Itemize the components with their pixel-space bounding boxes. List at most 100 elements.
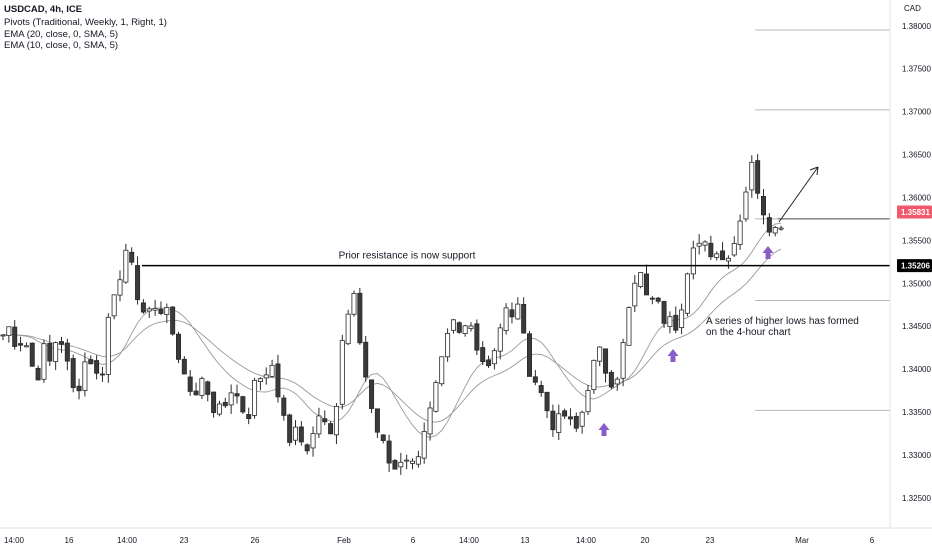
candle-body	[743, 191, 749, 220]
candle	[714, 251, 720, 261]
candle-body	[117, 279, 123, 296]
candle	[246, 407, 252, 425]
candle	[146, 306, 152, 318]
candle	[632, 274, 638, 313]
candle	[369, 379, 375, 414]
candle-body	[105, 316, 111, 375]
candles-layer	[0, 154, 784, 475]
candle	[257, 377, 263, 391]
candle	[509, 302, 515, 324]
candle	[573, 412, 579, 432]
candle	[626, 306, 632, 346]
candle-body	[655, 297, 661, 302]
candle	[679, 303, 685, 335]
candle-body	[99, 373, 105, 376]
candle	[175, 331, 181, 364]
candle-body	[644, 273, 650, 296]
candle-body	[714, 253, 720, 258]
candle-body	[18, 343, 24, 346]
ema-20-line	[2, 248, 782, 423]
x-tick-label: 20	[641, 536, 650, 545]
support-price-badge-text: 1.35206	[901, 262, 930, 271]
y-tick-label: 1.35500	[902, 236, 931, 245]
candle-body	[6, 326, 12, 336]
candle-body	[152, 308, 158, 311]
candle-body	[12, 326, 18, 347]
y-tick-label: 1.37500	[902, 65, 931, 74]
candle-body	[720, 250, 726, 261]
candle-body	[521, 304, 527, 334]
higher-low-arrow-icon	[598, 423, 610, 436]
candle	[527, 331, 533, 377]
candle	[29, 342, 35, 367]
projection-arrow-line[interactable]	[778, 166, 819, 223]
candle	[99, 366, 105, 382]
candle-body	[398, 461, 404, 468]
candle	[725, 255, 731, 269]
currency-label: CAD	[904, 4, 921, 13]
candle	[129, 247, 135, 266]
candle-body	[281, 397, 287, 416]
candle	[445, 328, 451, 362]
y-tick-label: 1.34000	[902, 365, 931, 374]
candle-body	[509, 309, 515, 318]
candle	[556, 404, 562, 441]
x-tick-label: 14:00	[117, 536, 138, 545]
candle-body	[556, 413, 562, 433]
ema-20-indicator-label[interactable]: EMA (20, close, 0, SMA, 5)	[4, 29, 119, 40]
candle	[187, 370, 193, 396]
candle-body	[53, 342, 59, 362]
y-tick-label: 1.32500	[902, 494, 931, 503]
candle-body	[287, 414, 293, 443]
y-tick-label: 1.34500	[902, 322, 931, 331]
y-tick-label: 1.36000	[902, 193, 931, 202]
support-price-badge-bg	[897, 259, 932, 273]
candle-body	[158, 308, 164, 314]
candle	[181, 356, 187, 375]
candle-body	[696, 242, 702, 247]
candle	[567, 408, 573, 426]
candle-body	[573, 415, 579, 429]
candle-body	[415, 456, 421, 465]
candle-body	[322, 418, 328, 423]
candle-body	[550, 410, 556, 431]
last-price-badge: 1.35831	[897, 205, 932, 219]
candle	[550, 404, 556, 437]
candle	[88, 355, 94, 365]
candle	[76, 378, 82, 400]
candle	[579, 410, 585, 434]
pivots-indicator-label[interactable]: Pivots (Traditional, Weekly, 1, Right, 1…	[4, 17, 167, 28]
candle-body	[439, 356, 445, 385]
candle-body	[503, 307, 509, 331]
candle	[644, 264, 650, 296]
candle-body	[409, 460, 415, 464]
candle	[608, 370, 614, 390]
candle	[638, 272, 644, 289]
candle-body	[421, 431, 427, 459]
candle-body	[64, 342, 70, 362]
candle-body	[304, 444, 310, 452]
candle	[205, 380, 211, 402]
candle	[497, 323, 503, 360]
candle	[761, 188, 767, 225]
candle-body	[567, 416, 573, 420]
candle-body	[708, 242, 714, 258]
higher-lows-annotation-line1: A series of higher lows has formed	[706, 316, 859, 327]
candle-body	[70, 358, 76, 388]
annotations-layer: Prior resistance is now support A series …	[142, 166, 890, 436]
candle-body	[275, 363, 281, 398]
ema-10-indicator-label[interactable]: EMA (10, close, 0, SMA, 5)	[4, 40, 119, 51]
candle-body	[386, 440, 392, 464]
candle	[228, 384, 234, 414]
candle-body	[328, 423, 334, 435]
candle	[82, 352, 88, 397]
candle	[480, 341, 486, 365]
candle-body	[620, 342, 626, 379]
candle-body	[146, 308, 152, 312]
candle	[737, 214, 743, 250]
candle	[562, 408, 568, 419]
candle-body	[515, 303, 521, 320]
candle-body	[737, 220, 743, 245]
candle	[263, 367, 269, 385]
